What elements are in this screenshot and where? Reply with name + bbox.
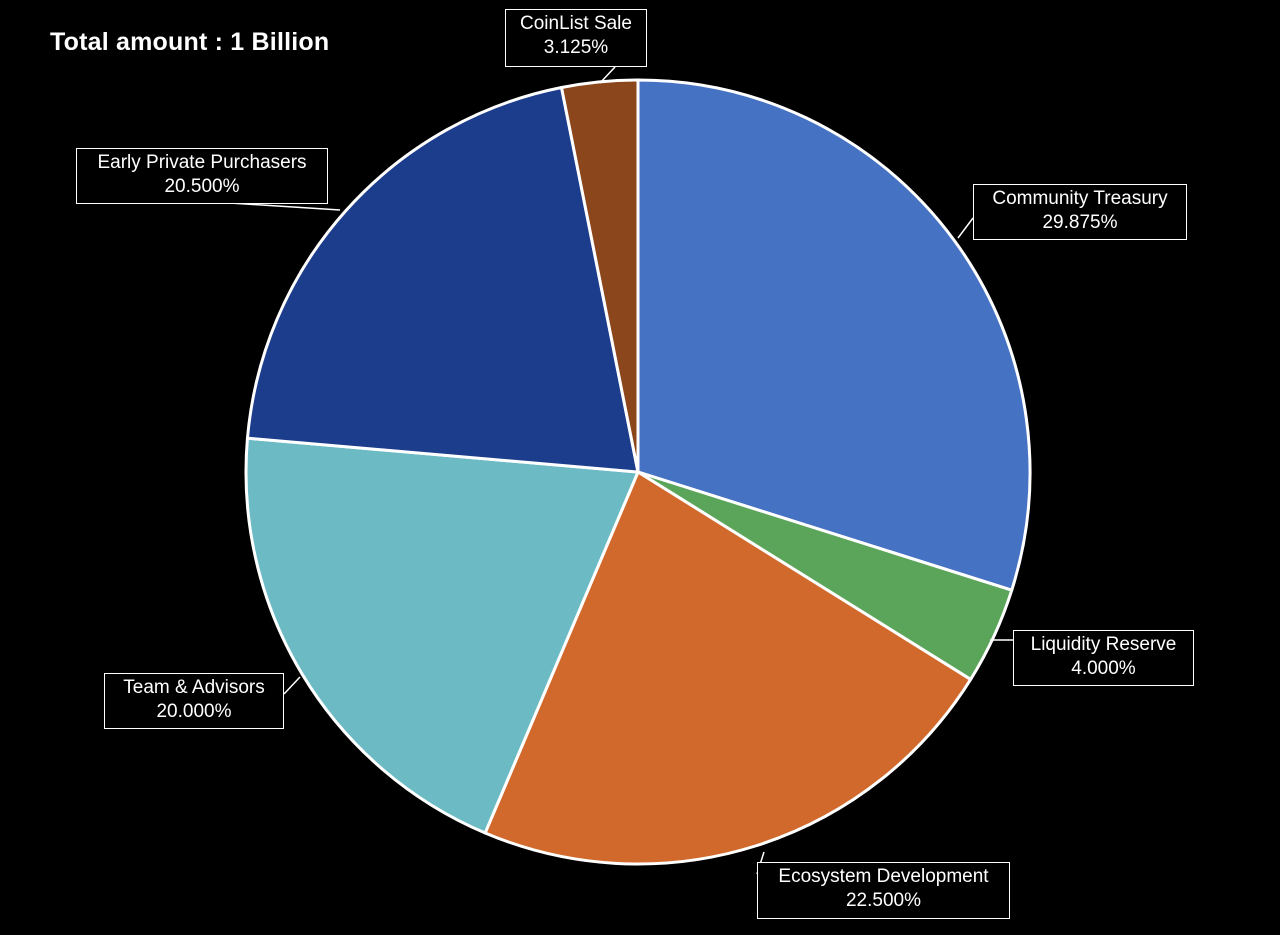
chart-title: Total amount : 1 Billion [50,28,330,56]
callout-ecosystem-development: Ecosystem Development 22.500% [757,862,1010,919]
slice-label: Ecosystem Development [778,866,989,887]
leader-coinlist-sale [599,66,616,84]
slice-value: 29.875% [1042,212,1118,233]
callout-community-treasury: Community Treasury 29.875% [973,184,1187,240]
slice-value: 4.000% [1071,658,1136,679]
slice-label: Team & Advisors [123,677,265,698]
slice-value: 22.500% [845,890,921,911]
leader-community-treasury [957,217,974,239]
leader-team-advisors [283,676,301,695]
pie-slice-coinlist-sale [560,78,640,474]
slice-label: CoinList Sale [520,13,632,34]
callout-liquidity-reserve: Liquidity Reserve 4.000% [1013,630,1194,686]
slice-label: Early Private Purchasers [97,152,307,173]
pie-slice-team-advisors [244,436,640,835]
slice-value: 20.500% [164,176,240,197]
slice-label: Liquidity Reserve [1030,634,1177,655]
slice-label: Community Treasury [992,188,1168,209]
slice-value: 3.125% [543,37,609,58]
leader-lines [229,66,1013,875]
callout-early-private-purchasers: Early Private Purchasers 20.500% [76,148,328,204]
leader-early-private-purchasers [229,202,341,211]
pie-slices [244,78,1032,866]
pie-slice-community-treasury [636,78,1032,592]
callout-coinlist-sale: CoinList Sale 3.125% [505,9,647,67]
pie-slice-ecosystem-development [483,470,973,866]
slice-value: 20.000% [156,701,232,722]
callout-team-advisors: Team & Advisors 20.000% [104,673,284,729]
pie-slice-early-private-purchasers [245,86,640,474]
